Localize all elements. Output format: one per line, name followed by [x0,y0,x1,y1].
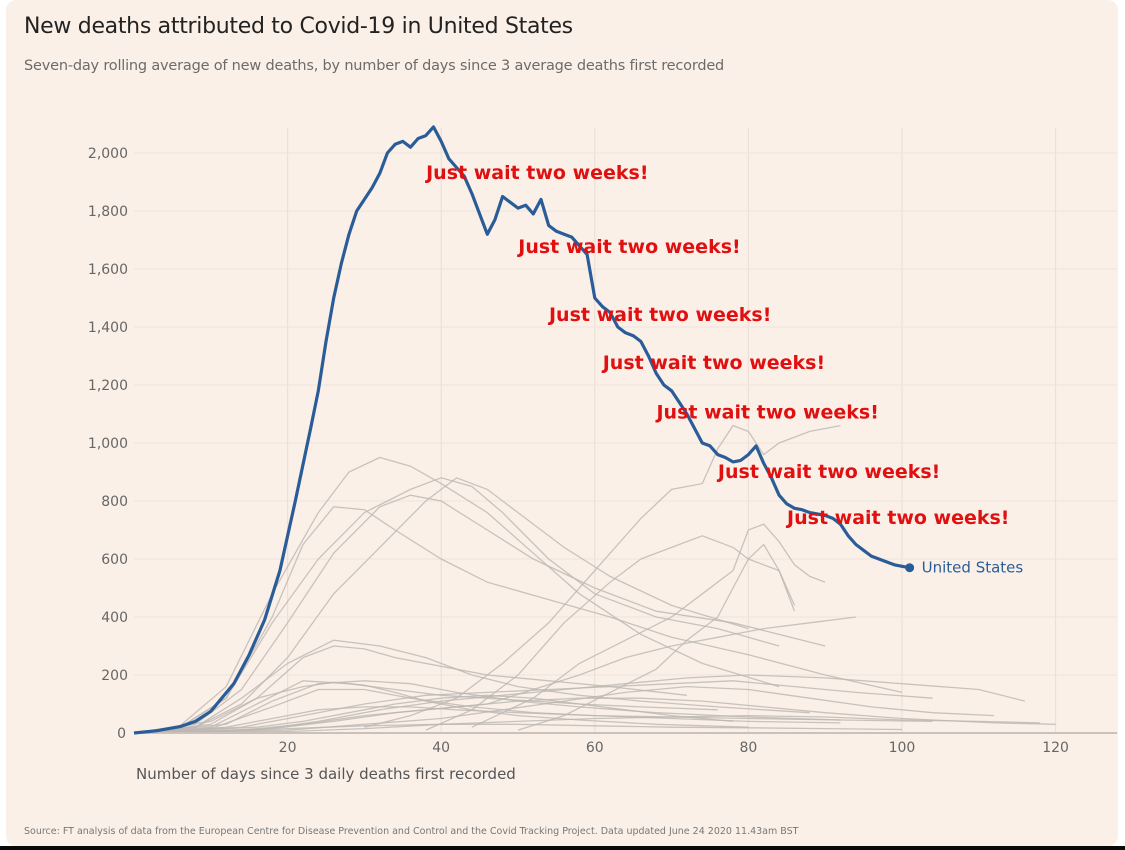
x-axis-label: Number of days since 3 daily deaths firs… [136,765,516,783]
annotation-text: Just wait two weeks! [516,236,740,258]
background-series-line [133,680,933,734]
y-tick-label: 2,000 [88,146,128,162]
y-tick-label: 400 [101,610,128,626]
y-tick-label: 800 [101,494,128,510]
x-tick-label: 20 [279,740,297,756]
united-states-label: United States [922,559,1024,577]
annotation-text: Just wait two weeks! [654,401,878,423]
background-series-line [133,697,1056,734]
y-tick-label: 1,200 [88,378,128,394]
background-series-line [133,674,1025,734]
x-tick-label: 40 [432,740,450,756]
background-series-line [517,543,796,731]
annotation-text: Just wait two weeks! [785,507,1009,529]
united-states-endpoint [905,563,915,573]
annotation-text: Just wait two weeks! [716,461,940,483]
y-tick-label: 1,800 [88,204,128,220]
x-tick-label: 120 [1042,740,1069,756]
background-series-line [133,477,780,734]
background-series-line [133,506,903,734]
x-tick-label: 100 [889,740,916,756]
background-series-line [133,477,749,734]
background-series-line [133,680,933,734]
background-series-line [133,685,995,734]
background-series-line [133,714,1041,734]
background-series-line [133,681,749,734]
y-tick-label: 0 [117,726,126,742]
background-series-line [133,694,734,734]
annotation-text: Just wait two weeks! [601,352,825,374]
annotation-text: Just wait two weeks! [547,304,771,326]
background-series-line [471,523,826,728]
y-tick-label: 600 [101,552,128,568]
background-series-line [133,494,826,734]
x-tick-label: 80 [739,740,757,756]
chart-title: New deaths attributed to Covid-19 in Uni… [24,14,573,39]
background-series-line [133,645,687,734]
source-note: Source: FT analysis of data from the Eur… [24,826,799,837]
background-series-line [133,456,780,734]
x-tick-label: 60 [586,740,604,756]
united-states-line [133,125,910,735]
y-tick-label: 200 [101,668,128,684]
annotation-text: Just wait two weeks! [424,162,648,184]
background-series-line [425,535,796,731]
chart-subtitle: Seven-day rolling average of new deaths,… [24,58,725,74]
background-series-line [133,688,841,734]
y-tick-label: 1,400 [88,320,128,336]
background-series-line [133,616,856,734]
y-tick-label: 1,000 [88,436,128,452]
background-series-line [133,680,718,734]
y-tick-label: 1,600 [88,262,128,278]
background-series-line [364,424,841,728]
bottom-edge [0,846,1125,850]
background-series-line [133,639,810,734]
